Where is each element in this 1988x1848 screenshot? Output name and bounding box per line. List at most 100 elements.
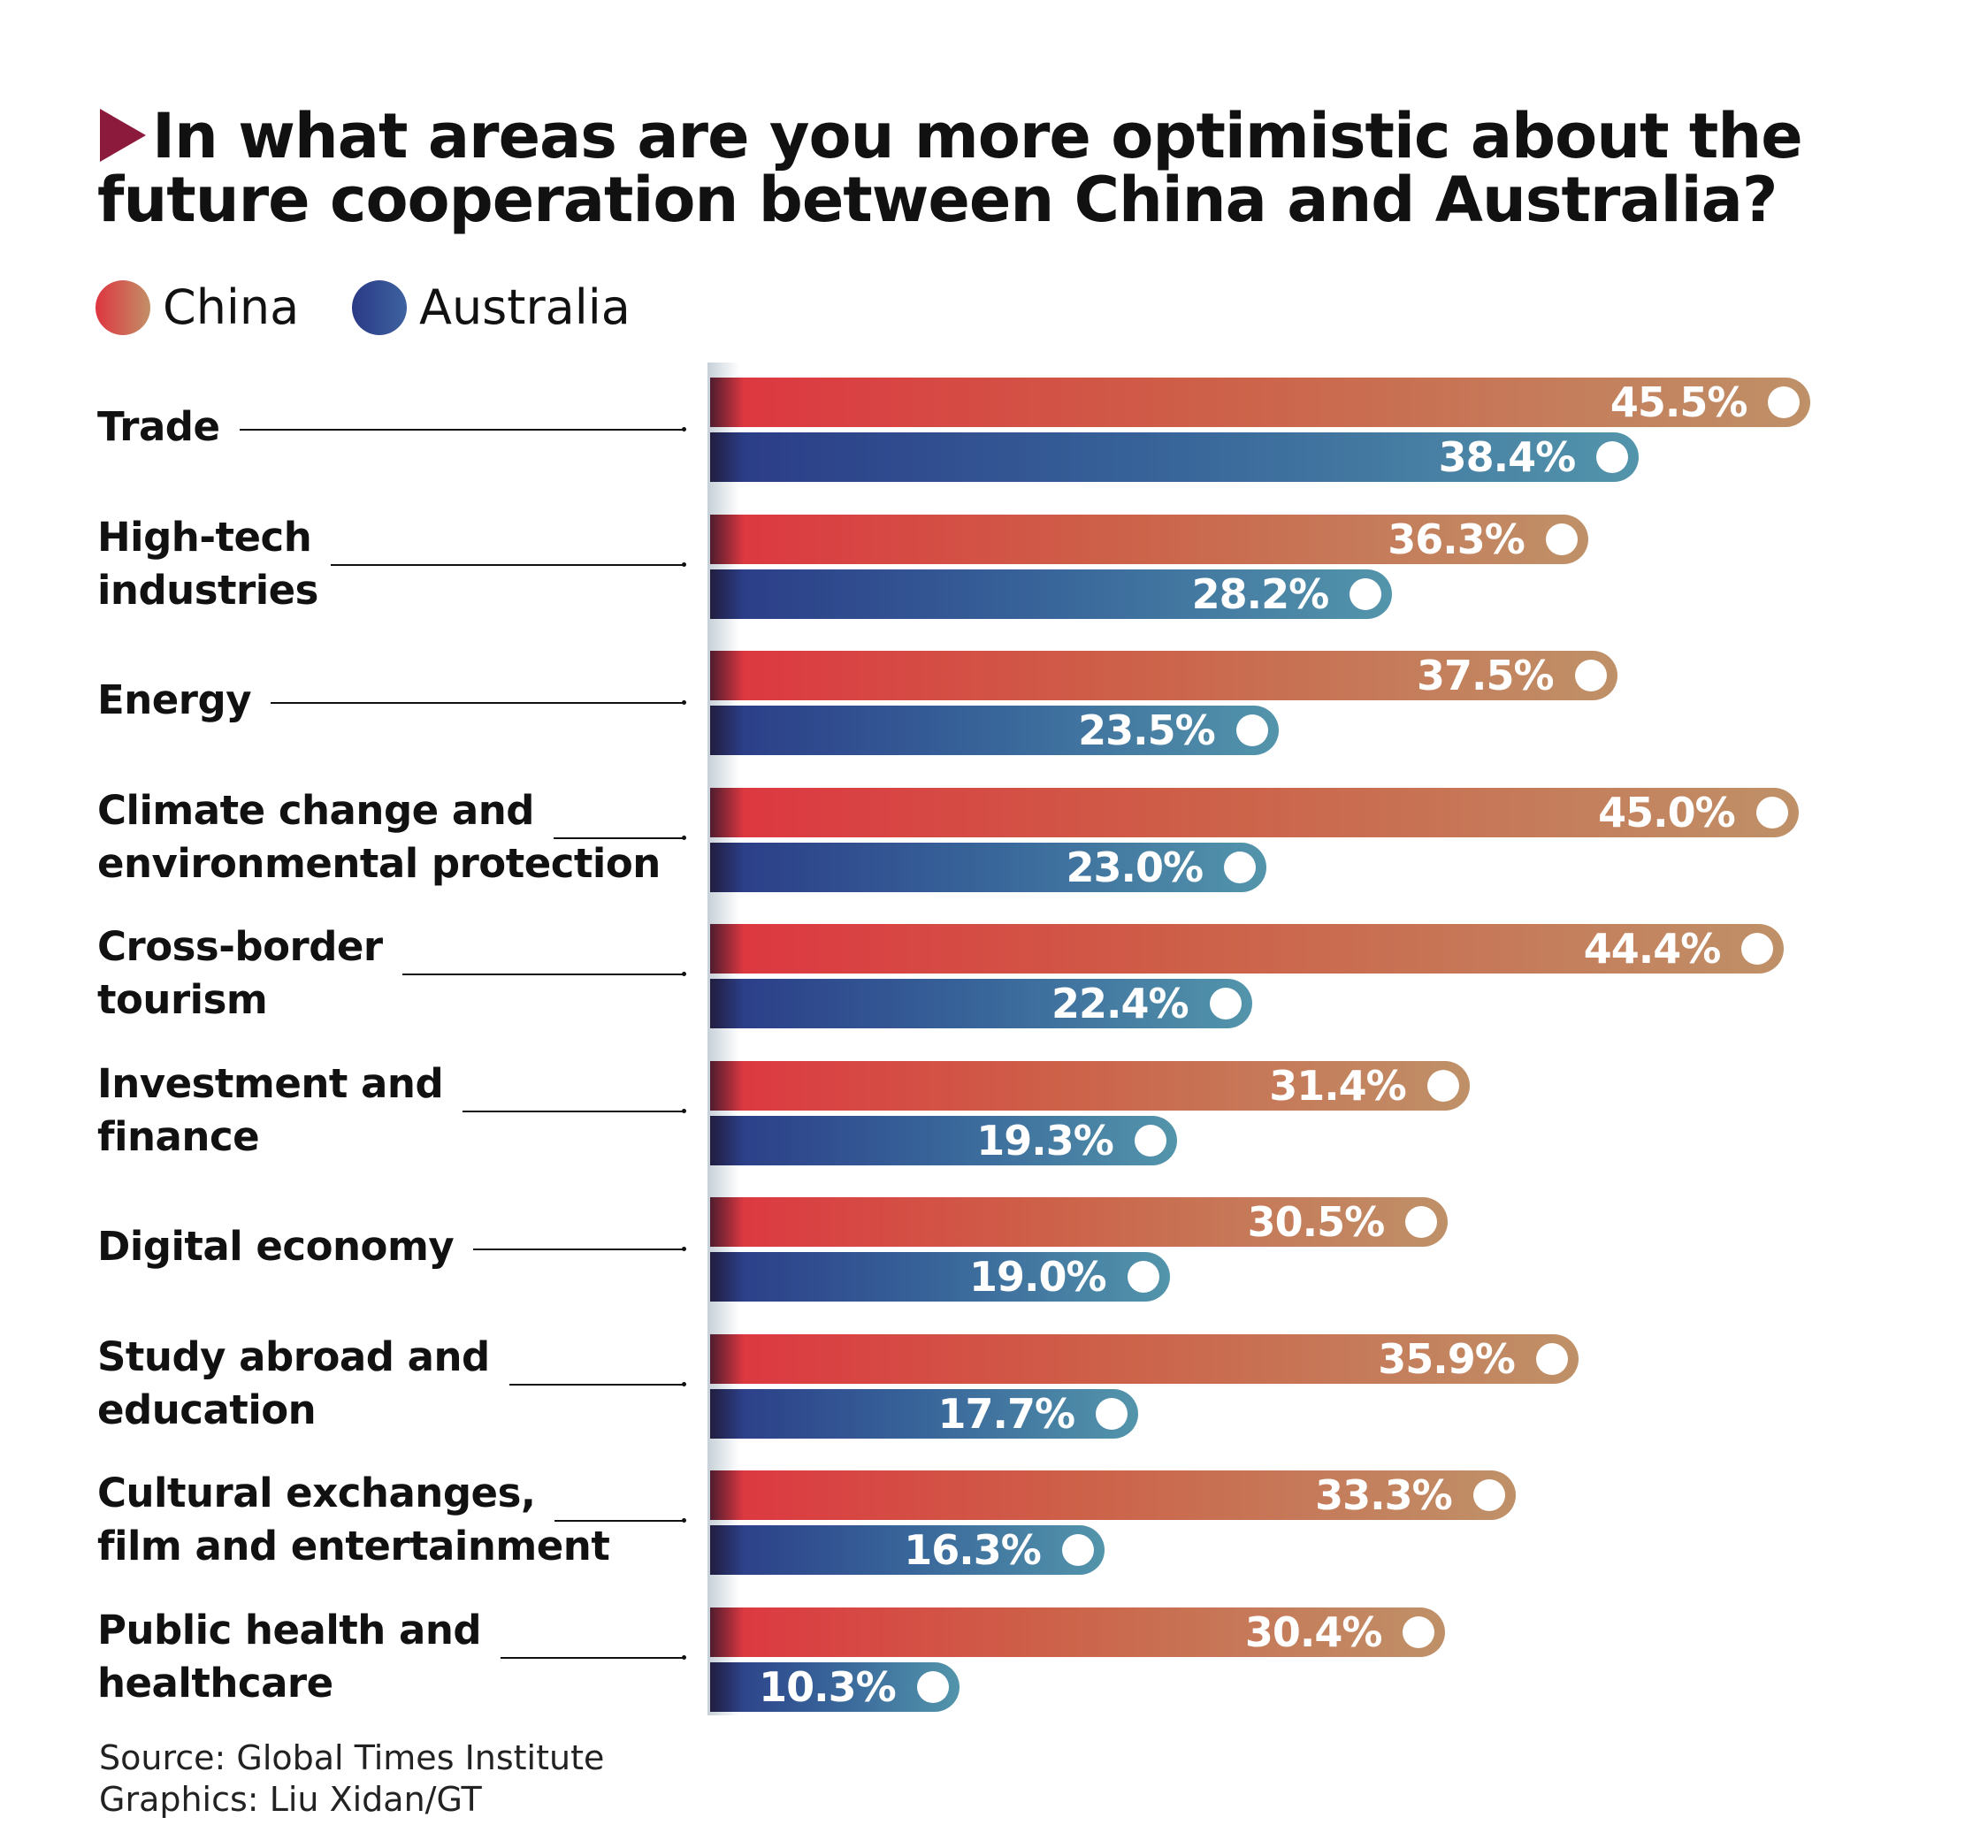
bar-shade [710,1607,744,1657]
china-bar: 37.5% [710,651,1617,700]
china-bar: 30.5% [710,1197,1449,1247]
australia-bar: 38.4% [710,432,1640,482]
data-label: 19.0% [969,1253,1107,1301]
bar-shade [710,1197,744,1247]
data-label: 33.3% [1315,1471,1453,1519]
bar-end-circle-icon [916,1670,949,1703]
leader-line [553,835,687,840]
legend-china-label: China [163,279,300,335]
bar-end-circle-icon [1209,988,1242,1019]
bar-shade [710,1115,744,1165]
leader-line [271,700,686,705]
china-bar: 33.3% [710,1470,1516,1520]
bar-shade [710,979,744,1028]
bar-end-circle-icon [1574,660,1607,691]
bar-end-circle-icon [1472,1479,1505,1511]
bar-shade [710,569,744,619]
leader-line [501,1654,686,1660]
data-label: 30.4% [1244,1607,1383,1656]
data-label: 36.3% [1388,515,1525,563]
legend-australia: Australia [352,279,631,335]
data-label: 38.4% [1438,433,1577,481]
data-label: 35.9% [1378,1334,1516,1383]
data-label: 23.0% [1066,843,1204,891]
bar-shade [710,514,744,564]
china-bar: 31.4% [710,1060,1470,1111]
china-bar: 30.4% [710,1607,1446,1657]
category-label: Public health and healthcare [97,1606,482,1707]
australia-bar: 19.3% [710,1115,1177,1165]
bar-end-circle-icon [1596,441,1629,473]
data-label: 44.4% [1583,925,1722,973]
bar-end-circle-icon [1405,1206,1438,1238]
data-label: 45.5% [1610,378,1748,426]
bar-end-circle-icon [1545,523,1578,555]
data-label: 17.7% [937,1389,1076,1438]
category-label: Climate change and environmental protect… [97,786,661,887]
category-label: Cross-border tourism [97,923,383,1023]
bar-end-circle-icon [1224,851,1257,883]
australia-bar: 17.7% [710,1388,1139,1439]
data-label: 28.2% [1191,569,1330,618]
data-label: 31.4% [1269,1061,1407,1110]
leader-line [239,427,687,431]
australia-bar: 16.3% [710,1525,1105,1575]
bar-end-circle-icon [1134,1124,1166,1157]
source-note: Source: Global Times Institute [99,1738,605,1777]
data-label: 30.5% [1247,1198,1386,1246]
leader-line [463,1108,686,1113]
legend-australia-label: Australia [419,279,631,335]
bar-end-circle-icon [1061,1534,1094,1566]
bar-shade [710,1525,744,1575]
bar-end-circle-icon [1096,1397,1128,1430]
china-bar: 36.3% [710,514,1588,564]
bar-shade [710,787,744,837]
data-label: 22.4% [1051,980,1189,1027]
bar-end-circle-icon [1403,1615,1435,1648]
title-triangle-icon [100,109,146,162]
china-bar: 35.9% [710,1333,1579,1384]
bar-shade [710,706,744,755]
bar-shade [710,651,744,700]
legend-china: China [96,279,299,335]
category-label: Energy [97,676,252,723]
australia-bar: 10.3% [710,1661,960,1712]
data-label: 19.3% [976,1116,1114,1165]
bar-end-circle-icon [1768,386,1801,418]
bar-shade [710,842,744,892]
china-bar: 45.5% [710,378,1811,427]
bar-end-circle-icon [1741,933,1774,965]
australia-bar: 28.2% [710,569,1393,619]
bar-end-circle-icon [1350,577,1382,610]
data-label: 10.3% [759,1662,897,1711]
australia-bar: 22.4% [710,979,1252,1028]
bar-shade [710,1333,744,1384]
leader-line [473,1247,686,1251]
category-label: High-tech industries [97,513,318,614]
china-bar: 45.0% [710,787,1799,837]
chart-title: In what areas are you more optimistic ab… [97,100,1803,236]
australia-bar: 23.5% [710,706,1279,755]
china-bar: 44.4% [710,924,1785,974]
bar-end-circle-icon [1426,1069,1459,1102]
data-label: 16.3% [904,1526,1042,1574]
data-label: 23.5% [1078,706,1216,754]
legend-australia-swatch [352,279,407,335]
bar-shade [710,432,744,482]
category-label: Study abroad and education [97,1333,490,1433]
bar-shade [710,1470,744,1520]
bar-end-circle-icon [1235,714,1268,746]
bar-end-circle-icon [1535,1342,1568,1375]
bar-shade [710,1388,744,1439]
data-label: 37.5% [1417,652,1555,699]
bar-end-circle-icon [1127,1261,1159,1293]
leader-line [508,1381,687,1386]
category-label: Trade [97,403,220,450]
australia-bar: 19.0% [710,1252,1170,1302]
legend-china-swatch [96,279,150,335]
bar-shade [710,924,744,974]
data-label: 45.0% [1598,788,1736,836]
bar-shade [710,1060,744,1111]
bar-end-circle-icon [1755,796,1788,829]
